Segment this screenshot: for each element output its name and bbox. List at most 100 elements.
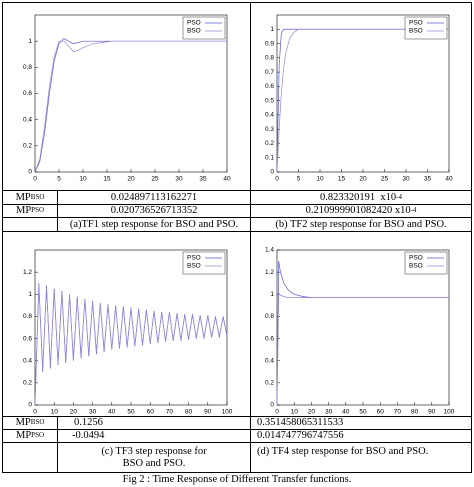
line [276, 28, 449, 173]
mp-sub: BSO [30, 192, 45, 201]
mp-sub: PSO [31, 431, 45, 440]
plot-area [34, 249, 228, 406]
value-cell: 0.823320191 x10 -4 [250, 190, 472, 205]
legend-label: BSO [409, 263, 423, 270]
y-tick-label: 1 [270, 291, 274, 298]
x-tick-label: 5 [57, 176, 61, 183]
chart: 0 0.2 0.4 0.6 0.8 1 1.2 0 10 20 30 40 50 60 70 80 90 100 P… [23, 249, 233, 416]
legend [182, 16, 226, 40]
x-tick-label: 25 [381, 176, 389, 183]
x-tick-label: 80 [411, 409, 419, 416]
y-tick-label: 0.7 [265, 69, 274, 76]
x-tick-label: 0 [275, 176, 279, 183]
mp-sub: PSO [31, 206, 45, 215]
y-tick-label: 0.9 [265, 40, 274, 47]
x-tick-label: 10 [51, 409, 59, 416]
row-label: MP BSO [2, 190, 58, 205]
x-tick-label: 30 [175, 176, 183, 183]
legend [404, 16, 448, 40]
y-tick-label: 0.3 [265, 126, 274, 133]
y-tick-label: 0 [270, 169, 274, 176]
y-tick-label: 0 [28, 402, 32, 409]
x-tick-label: 60 [377, 409, 385, 416]
y-tick-label: 0.4 [23, 357, 32, 364]
x-tick-label: 90 [428, 409, 436, 416]
y-tick-label: 0.8 [265, 55, 274, 62]
mp-sub: BSO [30, 418, 45, 427]
x-tick-label: 70 [394, 409, 402, 416]
value-cell: 0.210999901082420 x10 -4 [250, 204, 472, 218]
value-cell: 0.351458065311533 [250, 416, 472, 430]
x-tick-label: 20 [127, 176, 135, 183]
x-tick-label: 40 [445, 176, 453, 183]
x-tick-label: 35 [199, 176, 207, 183]
y-tick-label: 0.8 [23, 64, 32, 71]
y-tick-label: 0.4 [265, 357, 274, 364]
row-label: MP BSO [2, 416, 58, 430]
caption: (b) TF2 step response for BSO and PSO. [250, 217, 472, 232]
x-tick-label: 40 [108, 409, 116, 416]
line [34, 40, 227, 173]
caption: (a)TF1 step response for BSO and PSO. [57, 217, 251, 232]
x-tick-label: 25 [151, 176, 159, 183]
x-tick-label: 30 [89, 409, 97, 416]
empty-cell [2, 217, 58, 232]
y-tick-label: 0.6 [265, 83, 274, 90]
base: x10 [394, 205, 411, 217]
y-tick-label: 0.6 [265, 335, 274, 342]
y-tick-label: 1 [28, 38, 32, 45]
x-tick-label: 0 [275, 409, 279, 416]
y-tick-label: 0.8 [23, 313, 32, 320]
value-cell: 0.1256 [57, 416, 251, 430]
x-tick-label: 0 [33, 176, 37, 183]
value: 0.823320191 [320, 191, 376, 203]
legend [404, 251, 448, 275]
legend-label: PSO [409, 255, 423, 262]
y-tick-label: 1 [28, 291, 32, 298]
value-cell: 0.014747796747556 [250, 429, 472, 443]
x-tick-label: 60 [147, 409, 155, 416]
x-tick-label: 50 [127, 409, 135, 416]
x-tick-label: 30 [325, 409, 333, 416]
x-tick-label: 10 [291, 409, 299, 416]
y-tick-label: 0.2 [23, 380, 32, 387]
y-tick-label: 1.4 [265, 247, 274, 254]
y-tick-label: 0.2 [265, 380, 274, 387]
row-label: MP PSO [2, 204, 58, 218]
legend-label: BSO [409, 28, 423, 35]
x-tick-label: 10 [316, 176, 324, 183]
y-tick-label: 0.5 [265, 97, 274, 104]
y-tick-label: 0.2 [23, 143, 32, 150]
value: 0.210999901082420 [305, 205, 393, 217]
x-tick-label: 40 [223, 176, 231, 183]
legend-label: BSO [187, 28, 201, 35]
legend-label: BSO [187, 263, 201, 270]
y-tick-label: 0 [270, 402, 274, 409]
caption: (c) TF3 step response for BSO and PSO. [57, 442, 251, 473]
value-cell: -0.0494 [57, 429, 251, 443]
y-tick-label: 1 [270, 26, 274, 33]
x-tick-label: 10 [79, 176, 87, 183]
x-tick-label: 50 [359, 409, 367, 416]
x-tick-label: 30 [402, 176, 410, 183]
legend-label: PSO [187, 255, 201, 262]
empty-cell [2, 442, 58, 473]
x-tick-label: 20 [308, 409, 316, 416]
chart: 00.10.20.30.40.50.60.70.80.910 5 10 15 20 25 3… [265, 14, 453, 183]
y-tick-label: 0.6 [23, 90, 32, 97]
x-tick-label: 90 [204, 409, 212, 416]
x-tick-label: 20 [359, 176, 367, 183]
exponent: -4 [396, 192, 402, 201]
x-tick-label: 5 [297, 176, 301, 183]
x-tick-label: 80 [185, 409, 193, 416]
legend [182, 251, 226, 275]
y-tick-label: 1.2 [23, 269, 32, 276]
x-tick-label: 35 [424, 176, 432, 183]
y-tick-label: 0.2 [265, 140, 274, 147]
x-tick-label: 100 [444, 409, 455, 416]
x-tick-label: 70 [166, 409, 174, 416]
x-tick-label: 15 [338, 176, 346, 183]
value-cell: 0.024897113162271 [57, 190, 251, 205]
